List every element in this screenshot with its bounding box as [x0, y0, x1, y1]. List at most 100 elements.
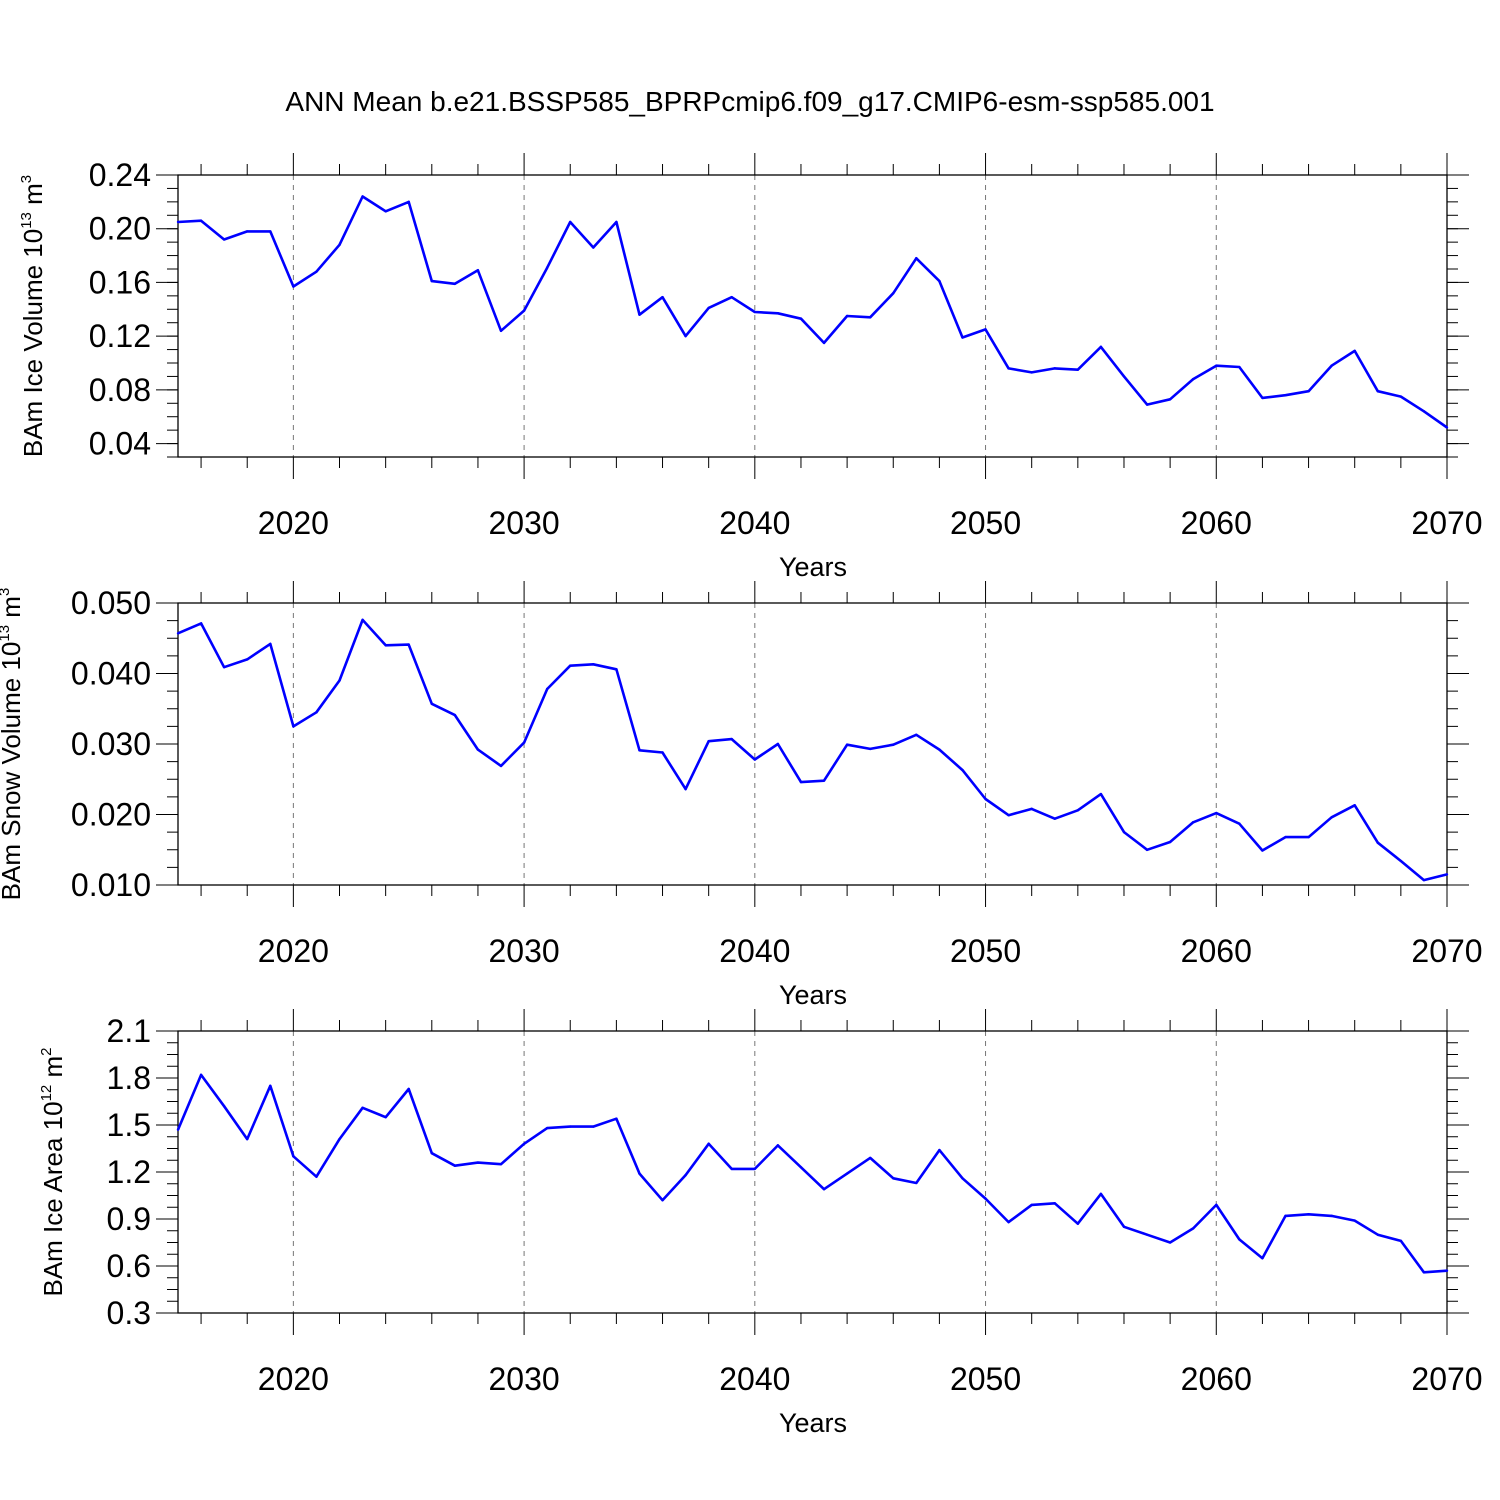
data-point — [868, 316, 872, 319]
data-point — [961, 336, 964, 339]
x-tick-label: 2030 — [488, 1361, 559, 1397]
data-point — [453, 1164, 457, 1167]
data-point — [384, 644, 387, 647]
data-point — [1284, 835, 1287, 839]
data-point — [199, 219, 203, 222]
data-point — [1376, 841, 1379, 844]
data-point — [1376, 1233, 1379, 1236]
data-point — [1261, 396, 1264, 400]
data-point — [845, 1172, 849, 1175]
data-point — [915, 1181, 918, 1185]
data-point — [407, 1087, 410, 1091]
x-tick-label: 2050 — [950, 1361, 1021, 1397]
data-point — [1007, 1220, 1010, 1224]
data-point — [661, 751, 664, 754]
data-point — [638, 1172, 641, 1175]
data-point — [1007, 814, 1010, 817]
data-point — [776, 1144, 780, 1147]
data-point — [799, 317, 803, 320]
x-axis-label: Years — [779, 980, 847, 1010]
y-tick-label: 0.04 — [89, 426, 151, 462]
data-point — [753, 758, 757, 761]
data-point — [892, 743, 895, 746]
y-tick-label: 0.030 — [71, 726, 151, 762]
y-tick-label: 0.24 — [89, 157, 151, 193]
data-point — [1445, 873, 1449, 876]
y-label-text: BAm Snow Volume 10 — [0, 642, 26, 901]
data-point — [315, 270, 318, 273]
data-point — [361, 618, 364, 622]
data-point — [292, 725, 295, 728]
data-point — [776, 312, 780, 315]
x-tick-label: 2060 — [1181, 1361, 1252, 1397]
x-axis-label: Years — [779, 552, 847, 582]
panel-2: 0.010 0.020 0.030 0.040 0.050 2020 2030 2040 205… — [0, 581, 1483, 1010]
data-point — [592, 663, 595, 666]
data-point — [569, 664, 572, 667]
data-point — [1076, 1222, 1080, 1225]
data-point — [661, 296, 664, 299]
data-point — [569, 220, 572, 224]
data-point — [384, 210, 387, 213]
data-point — [1168, 840, 1172, 844]
data-point — [845, 314, 849, 318]
data-point — [1099, 1192, 1103, 1196]
y-tick-label: 0.12 — [89, 318, 151, 354]
data-point — [799, 780, 803, 784]
data-point — [1238, 1238, 1241, 1241]
data-point — [1422, 878, 1426, 882]
data-point — [1261, 849, 1264, 852]
y-label-superscript: 2 — [38, 1047, 55, 1055]
data-point — [384, 1115, 387, 1119]
x-tick-label: 2040 — [719, 1361, 790, 1397]
data-point — [730, 737, 733, 741]
panel-1: 0.04 0.08 0.12 0.16 0.20 0.24 2020 2030 2040 2050… — [18, 153, 1483, 582]
data-point — [592, 1125, 595, 1128]
data-point — [1284, 1214, 1287, 1218]
x-tick-label: 2070 — [1411, 933, 1482, 969]
data-point — [776, 742, 780, 746]
y-axis-label: BAm Ice Volume 1013 m3 — [18, 175, 48, 457]
data-point — [638, 749, 641, 752]
data-point — [845, 743, 849, 746]
data-point — [1238, 822, 1241, 825]
data-point — [1053, 1202, 1056, 1205]
x-axis-label: Years — [779, 1408, 847, 1438]
data-point — [1445, 1269, 1449, 1272]
data-point — [1053, 367, 1056, 370]
data-point — [1307, 390, 1310, 393]
y-label-text: m — [38, 1056, 68, 1085]
y-tick-label: 1.2 — [107, 1154, 151, 1190]
data-point — [961, 768, 964, 772]
x-tick-label: 2060 — [1181, 933, 1252, 969]
data-point — [545, 1126, 549, 1130]
data-point — [822, 341, 826, 345]
data-point — [1307, 1213, 1310, 1216]
data-point — [407, 643, 410, 646]
data-point — [176, 220, 180, 224]
data-point — [1030, 1203, 1033, 1207]
data-point — [292, 1155, 295, 1158]
data-point — [222, 665, 226, 669]
x-tick-label: 2070 — [1411, 1361, 1482, 1397]
data-point — [915, 733, 918, 737]
data-point — [453, 282, 457, 285]
data-point — [615, 668, 618, 671]
data-point — [1215, 811, 1218, 815]
data-point — [453, 713, 457, 717]
data-point — [1330, 1214, 1333, 1218]
data-point — [1353, 1219, 1356, 1222]
y-tick-label: 0.9 — [107, 1201, 151, 1237]
data-point — [476, 1161, 480, 1164]
x-tick-label: 2070 — [1411, 505, 1482, 541]
data-point — [1076, 368, 1080, 371]
y-tick-label: 0.040 — [71, 656, 151, 692]
x-tick-label: 2030 — [488, 505, 559, 541]
data-point — [1122, 830, 1126, 834]
y-label-text: BAm Ice Volume 10 — [18, 229, 48, 457]
x-tick-label: 2040 — [719, 505, 790, 541]
data-point — [984, 328, 987, 331]
data-point — [1099, 792, 1103, 796]
y-label-superscript: 3 — [0, 588, 13, 596]
data-point — [592, 246, 595, 249]
